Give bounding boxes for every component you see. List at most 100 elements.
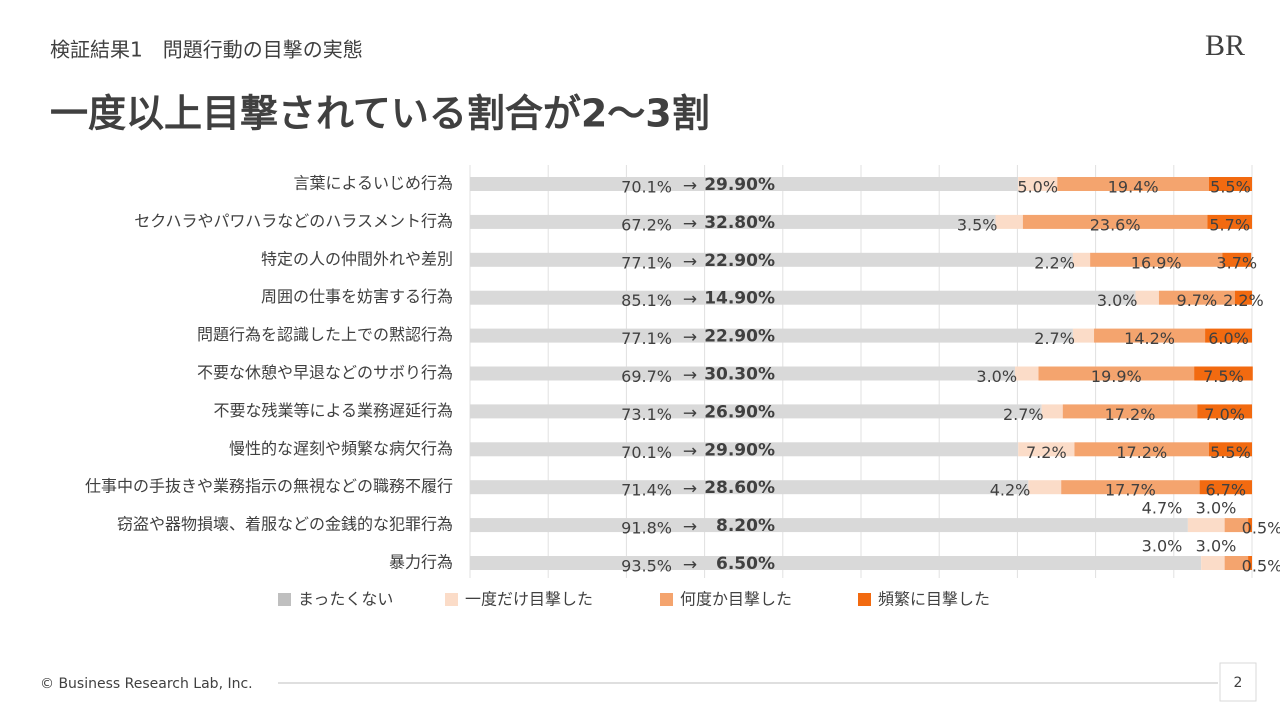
bar-segment <box>1205 328 1252 343</box>
subtitle: 検証結果1 問題行動の目撃の実態 <box>50 38 363 62</box>
arrow: → <box>683 176 697 196</box>
value-label: 19.4% <box>1108 178 1159 197</box>
value-label: 70.1% <box>621 178 672 197</box>
page-box <box>1219 662 1257 702</box>
bar-segment <box>470 556 1202 570</box>
bar-segment <box>1187 518 1225 533</box>
bar-segment <box>470 252 1073 267</box>
bar-segment <box>1062 404 1198 419</box>
bar-segment <box>1018 177 1058 191</box>
page-number: 2 <box>1234 675 1243 691</box>
value-label: 14.2% <box>1124 329 1175 348</box>
arrow: → <box>683 403 697 423</box>
value-label: 5.5% <box>1210 443 1251 462</box>
bar-segment <box>1028 480 1062 495</box>
value-label: 2.7% <box>1003 405 1044 424</box>
value-label: 17.2% <box>1116 443 1167 462</box>
value-label: 3.0% <box>1196 537 1237 556</box>
bar-segment <box>1224 556 1249 570</box>
value-label: 17.7% <box>1105 481 1156 500</box>
bar-segment <box>470 366 1016 381</box>
value-label: 3.0% <box>1097 291 1138 310</box>
bar-segment <box>1041 404 1063 419</box>
bar-segment <box>1135 290 1159 305</box>
bar-segment <box>1018 442 1075 457</box>
value-label: 6.0% <box>1208 329 1249 348</box>
bar-segment <box>470 328 1073 343</box>
value-label: 2.2% <box>1034 253 1075 272</box>
category-label: セクハラやパワハラなどのハラスメント行為 <box>134 211 453 230</box>
value-label: 91.8% <box>621 519 672 538</box>
bar-segment <box>1201 556 1225 570</box>
bar-segment <box>470 290 1136 305</box>
value-label: 5.0% <box>1017 178 1058 197</box>
category-label: 暴力行為 <box>389 553 453 572</box>
value-label: 4.2% <box>990 481 1031 500</box>
legend-label: 何度か目撃した <box>680 590 792 609</box>
legend-swatch <box>660 593 673 606</box>
value-label: 9.7% <box>1177 291 1218 310</box>
bar-segment <box>470 518 1188 533</box>
value-label: 4.7% <box>1142 499 1183 518</box>
category-label: 問題行為を認識した上での黙認行為 <box>197 325 453 344</box>
bar-segment <box>1158 290 1235 305</box>
value-label: 17.2% <box>1105 405 1156 424</box>
legend-swatch <box>278 593 291 606</box>
arrow: → <box>683 517 697 537</box>
bar-segment <box>470 177 1019 191</box>
value-label: 77.1% <box>621 329 672 348</box>
value-label: 5.7% <box>1209 215 1250 234</box>
value-label: 7.5% <box>1203 367 1244 386</box>
arrow: → <box>683 441 697 461</box>
seen-total: 26.90% <box>704 402 775 422</box>
arrow: → <box>683 252 697 272</box>
arrow: → <box>683 290 697 310</box>
legend-label: まったくない <box>298 590 393 609</box>
category-label: 言葉によるいじめ行為 <box>293 174 453 193</box>
arrow: → <box>683 479 697 499</box>
bar-segment <box>1248 556 1252 570</box>
category-label: 不要な残業等による業務遅延行為 <box>213 401 453 420</box>
bar-segment <box>1224 518 1249 533</box>
value-label: 19.9% <box>1091 367 1142 386</box>
bar-segment <box>1222 252 1252 267</box>
value-label: 0.5% <box>1242 519 1280 538</box>
bar-segment <box>1199 480 1252 495</box>
bar-segment <box>470 480 1029 495</box>
value-label: 73.1% <box>621 405 672 424</box>
bar-segment <box>1061 480 1200 495</box>
value-label: 5.5% <box>1210 178 1251 197</box>
bar-segment <box>1038 366 1195 381</box>
value-label: 6.7% <box>1205 481 1246 500</box>
bar-segment <box>1072 252 1091 267</box>
bar-segment <box>470 404 1042 419</box>
legend-label: 一度だけ目撃した <box>465 590 593 609</box>
arrow: → <box>683 555 697 575</box>
value-label: 3.0% <box>976 367 1017 386</box>
bar-segment <box>1090 252 1223 267</box>
bar-segment <box>1234 290 1252 305</box>
value-label: 7.2% <box>1026 443 1067 462</box>
value-label: 69.7% <box>621 367 672 386</box>
bar-segment <box>1057 177 1209 191</box>
value-label: 3.0% <box>1142 537 1183 556</box>
seen-total: 8.20% <box>716 516 775 536</box>
logo: BR <box>1205 29 1245 62</box>
bar-segment <box>1197 404 1252 419</box>
bar-segment <box>1208 177 1252 191</box>
seen-total: 6.50% <box>716 554 775 574</box>
bar-segment <box>470 442 1019 457</box>
seen-total: 29.90% <box>704 175 775 195</box>
bar-segment <box>995 214 1023 229</box>
value-label: 93.5% <box>621 557 672 576</box>
bar-segment <box>1248 518 1252 533</box>
value-label: 3.7% <box>1216 253 1257 272</box>
bar-segment <box>1074 442 1209 457</box>
category-label: 不要な休憩や早退などのサボり行為 <box>197 363 453 382</box>
bar-segment <box>1094 328 1206 343</box>
bar-segment <box>1072 328 1095 343</box>
category-label: 窃盗や器物損壊、着服などの金銭的な犯罪行為 <box>117 515 453 534</box>
arrow: → <box>683 214 697 234</box>
value-label: 16.9% <box>1131 253 1182 272</box>
